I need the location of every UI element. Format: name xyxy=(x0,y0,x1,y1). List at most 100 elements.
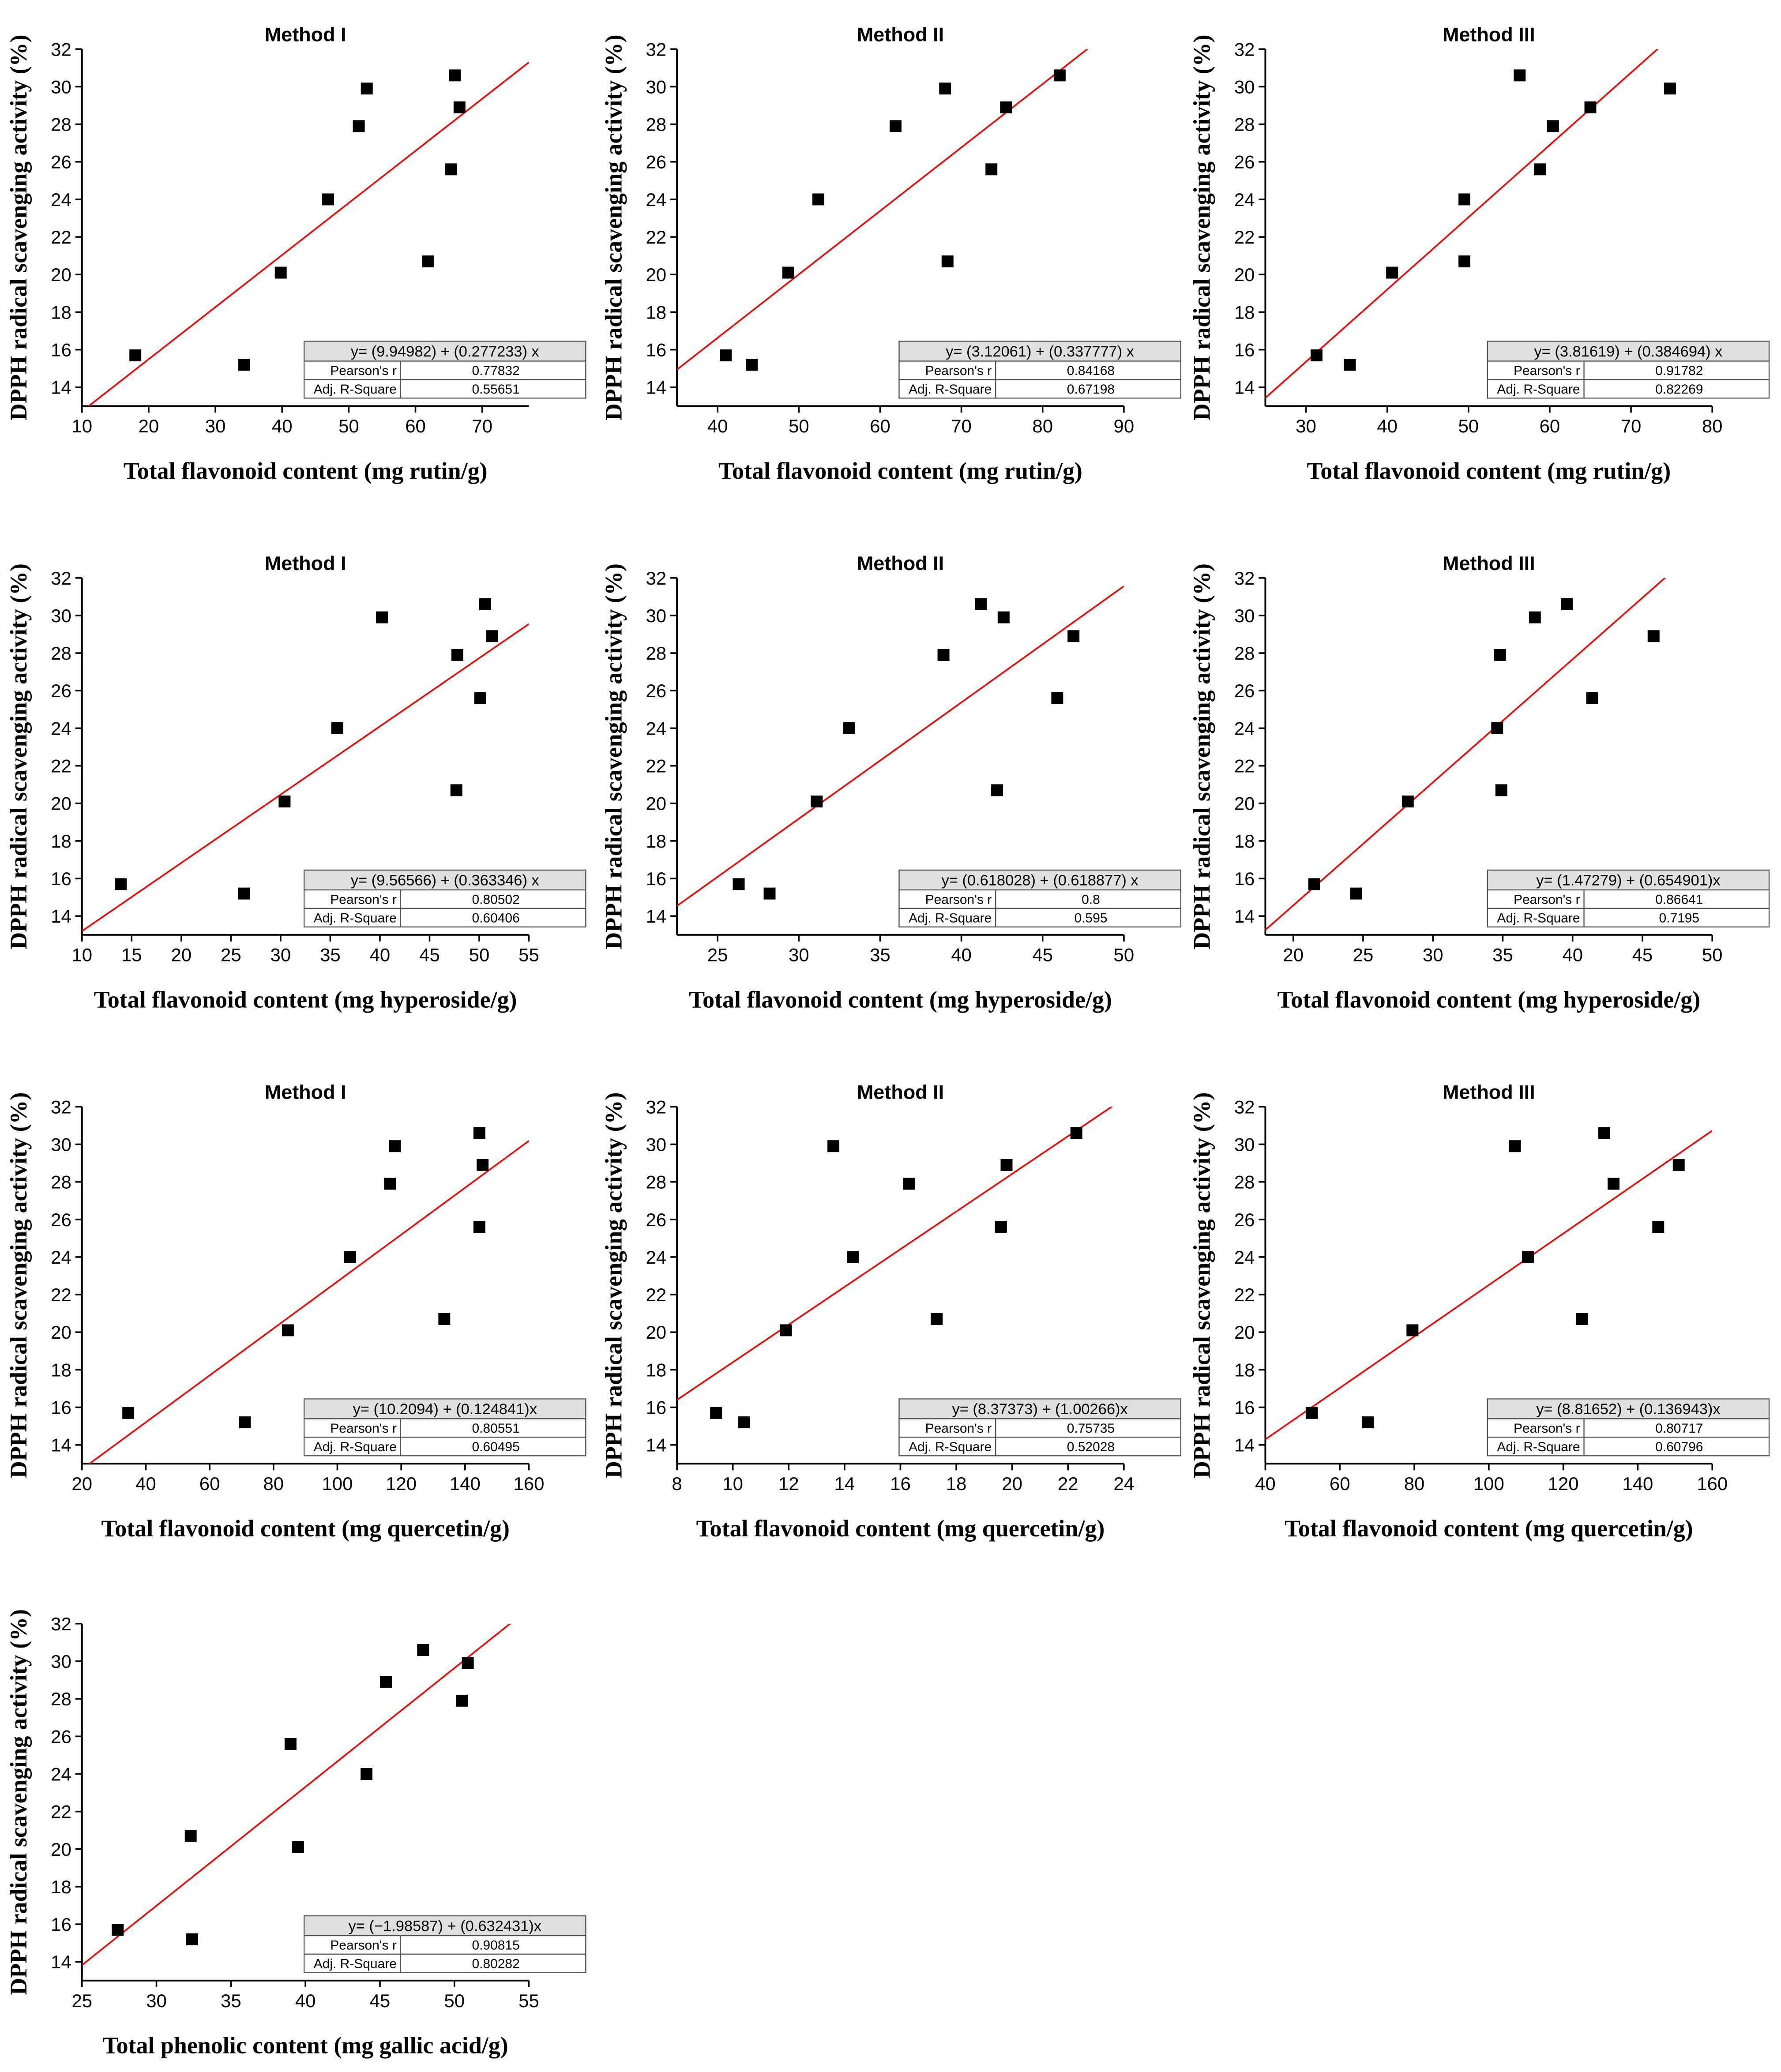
x-tick-label: 15 xyxy=(121,945,142,965)
y-tick-label: 26 xyxy=(646,680,666,701)
point xyxy=(449,69,461,82)
y-tick-label: 28 xyxy=(51,1689,71,1709)
point xyxy=(1547,120,1559,132)
y-tick-label: 24 xyxy=(51,718,71,739)
point xyxy=(331,722,343,734)
equation: y= (0.618028) + (0.618877) x xyxy=(942,872,1138,889)
point xyxy=(1350,887,1362,900)
y-axis-label: DPPH radical scavenging activity (%) xyxy=(1189,34,1215,420)
stats-value: 0.75735 xyxy=(1067,1421,1115,1436)
point xyxy=(1522,1251,1534,1263)
x-tick-label: 80 xyxy=(1702,416,1723,436)
x-tick-label: 14 xyxy=(834,1473,855,1494)
panel: Method I 14 16 18 20 22 24 26 28 30 32 10 20 30 40 50 60… xyxy=(5,23,586,484)
equation: y= (8.37373) + (1.00266)x xyxy=(952,1401,1127,1418)
x-tick-label: 10 xyxy=(722,1473,743,1494)
chart-title: Method III xyxy=(1443,23,1535,45)
y-tick-label: 32 xyxy=(1234,39,1255,60)
stats-value: 0.90815 xyxy=(472,1938,519,1952)
point xyxy=(937,649,950,661)
equation: y= (3.12061) + (0.337777) x xyxy=(946,343,1134,360)
point xyxy=(453,101,466,113)
point xyxy=(122,1407,135,1419)
y-tick-label: 32 xyxy=(51,1614,71,1634)
point xyxy=(1664,83,1676,95)
x-tick-label: 24 xyxy=(1114,1473,1135,1494)
point xyxy=(763,887,776,900)
x-axis-label: Total flavonoid content (mg rutin/g) xyxy=(1307,458,1671,484)
y-tick-label: 18 xyxy=(1234,831,1255,852)
y-tick-label: 24 xyxy=(1234,718,1255,739)
y-axis-label: DPPH radical scavenging activity (%) xyxy=(600,1092,627,1478)
chart-title: Method II xyxy=(857,552,944,574)
x-axis-label: Total flavonoid content (mg hyperoside/g… xyxy=(1277,987,1700,1013)
point xyxy=(462,1657,474,1669)
y-tick-label: 28 xyxy=(646,1172,666,1193)
stats-row xyxy=(898,908,1181,928)
y-tick-label: 14 xyxy=(1234,906,1255,927)
x-tick-label: 70 xyxy=(1621,416,1642,436)
y-tick-label: 16 xyxy=(51,1397,71,1418)
equation: y= (9.56566) + (0.363346) x xyxy=(351,872,539,889)
y-tick-label: 32 xyxy=(1234,1096,1255,1117)
stats-value: 0.86641 xyxy=(1655,892,1703,907)
y-tick-label: 30 xyxy=(51,1651,71,1672)
stats-value: 0.52028 xyxy=(1067,1440,1115,1454)
stats-value: 0.82269 xyxy=(1655,382,1703,397)
point xyxy=(847,1251,859,1263)
point xyxy=(1576,1313,1588,1325)
y-tick-label: 20 xyxy=(1234,1322,1255,1343)
y-tick-label: 22 xyxy=(51,756,71,777)
x-tick-label: 160 xyxy=(514,1473,545,1494)
equation: y= (10.2094) + (0.124841)x xyxy=(353,1401,537,1418)
point xyxy=(1406,1324,1419,1336)
x-tick-label: 20 xyxy=(71,1473,92,1494)
point xyxy=(379,1676,392,1688)
point xyxy=(1672,1159,1685,1171)
stats-row xyxy=(303,1437,586,1456)
y-tick-label: 14 xyxy=(1234,377,1255,398)
x-tick-label: 50 xyxy=(1458,416,1479,436)
y-tick-label: 24 xyxy=(646,1247,666,1268)
point xyxy=(361,83,373,95)
x-tick-label: 30 xyxy=(205,416,226,436)
y-tick-label: 16 xyxy=(51,340,71,360)
x-tick-label: 100 xyxy=(322,1473,353,1494)
x-tick-label: 30 xyxy=(789,945,809,965)
fit-line xyxy=(87,61,529,406)
x-tick-label: 8 xyxy=(672,1473,682,1494)
y-tick-label: 32 xyxy=(646,1096,666,1117)
x-tick-label: 60 xyxy=(199,1473,220,1494)
point xyxy=(1344,359,1356,371)
x-axis-label: Total flavonoid content (mg quercetin/g) xyxy=(101,1515,510,1542)
panel: Method I 14 16 18 20 22 24 26 28 30 32 20 40 60 80 100 1… xyxy=(5,1081,586,1542)
y-tick-label: 18 xyxy=(1234,302,1255,323)
fit-line xyxy=(677,1107,1113,1401)
y-tick-label: 22 xyxy=(1234,756,1255,777)
y-tick-label: 20 xyxy=(51,264,71,285)
point xyxy=(720,349,732,361)
y-tick-label: 18 xyxy=(1234,1359,1255,1380)
point xyxy=(1584,101,1597,113)
y-tick-label: 16 xyxy=(646,1397,666,1418)
y-tick-label: 14 xyxy=(51,377,71,398)
point xyxy=(274,267,287,279)
x-tick-label: 80 xyxy=(1032,416,1053,436)
x-tick-label: 55 xyxy=(519,945,539,965)
stats-row xyxy=(1487,908,1770,928)
panel: Method II 14 16 18 20 22 24 26 28 30 32 25 30 35 40 45 5… xyxy=(600,552,1181,1013)
y-tick-label: 30 xyxy=(1234,605,1255,626)
equation: y= (3.81619) + (0.384694) x xyxy=(1534,343,1722,360)
point xyxy=(995,1221,1007,1233)
stats-header xyxy=(898,869,1181,891)
x-tick-label: 60 xyxy=(405,416,426,436)
x-tick-label: 35 xyxy=(870,945,890,965)
y-tick-label: 28 xyxy=(646,114,666,135)
point xyxy=(1586,692,1598,704)
point xyxy=(939,83,951,95)
y-tick-label: 26 xyxy=(646,152,666,173)
fit-line xyxy=(1265,49,1659,399)
stats-value: 0.80282 xyxy=(472,1956,519,1971)
stats-value: 0.7195 xyxy=(1659,911,1699,925)
point xyxy=(1509,1140,1521,1152)
